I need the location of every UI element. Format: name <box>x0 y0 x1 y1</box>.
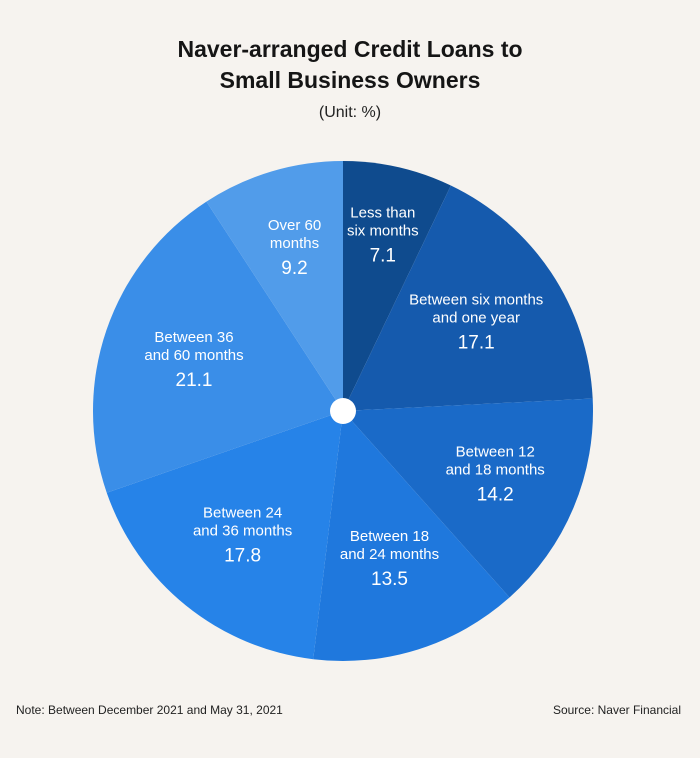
slice-label-2-line-0: Between 12 <box>456 444 535 461</box>
chart-title-line-2: Small Business Owners <box>219 67 481 93</box>
pie-slice-3 <box>313 411 510 661</box>
slice-value-6: 9.2 <box>281 258 307 279</box>
pie-slice-2 <box>343 398 593 598</box>
slice-label-5-line-0: Between 36 <box>154 329 233 346</box>
slice-label-3-line-1: and 24 months <box>340 546 439 563</box>
slice-value-1: 17.1 <box>458 332 495 353</box>
slice-value-5: 21.1 <box>176 370 213 391</box>
slice-label-0-line-1: six months <box>347 223 419 240</box>
source-credit: Source: Naver Financial <box>552 703 681 717</box>
slice-value-0: 7.1 <box>370 246 396 267</box>
slice-label-6-line-1: months <box>270 235 319 252</box>
pie-slices <box>92 161 593 661</box>
slice-label-1-line-0: Between six months <box>409 291 543 308</box>
slice-label-4-line-1: and 36 months <box>193 523 292 540</box>
pie-slice-1 <box>343 185 593 411</box>
center-dot <box>330 398 356 424</box>
slice-value-4: 17.8 <box>224 546 261 567</box>
slice-label-4-line-0: Between 24 <box>203 505 282 522</box>
pie-slice-0 <box>343 161 451 411</box>
chart-title-line-1: Naver-arranged Credit Loans to <box>177 36 523 62</box>
slice-label-2-line-1: and 18 months <box>446 462 545 479</box>
pie-slice-5 <box>92 201 344 493</box>
slice-label-3-line-0: Between 18 <box>350 528 429 545</box>
slice-label-6-line-0: Over 60 <box>268 217 321 234</box>
slice-label-1-line-1: and one year <box>432 309 520 326</box>
pie-slice-6 <box>206 161 343 411</box>
slice-label-5-line-1: and 60 months <box>144 347 243 364</box>
slice-value-2: 14.2 <box>477 485 514 506</box>
pie-slice-4 <box>106 411 343 660</box>
slice-label-0-line-0: Less than <box>350 205 415 222</box>
chart-title: Naver-arranged Credit Loans to Small Bus… <box>0 34 700 96</box>
footnote: Note: Between December 2021 and May 31, … <box>16 703 283 717</box>
slice-value-3: 13.5 <box>371 569 408 590</box>
chart-subtitle: (Unit: %) <box>318 104 382 121</box>
